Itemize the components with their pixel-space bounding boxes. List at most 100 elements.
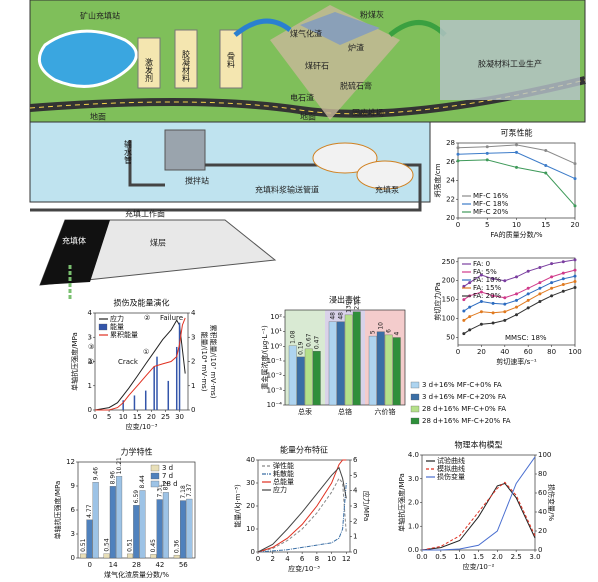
bar (116, 476, 123, 559)
data-label: 0.45 (150, 539, 157, 553)
x-tick-label: 2.0 (492, 553, 503, 561)
road-line (29, 79, 586, 115)
bar (304, 348, 313, 406)
legend-label: 3 d+16% MF-C+0% FA (422, 381, 502, 389)
y2-tick-label: 2 (353, 517, 357, 525)
y-axis-label: 单轴抗压强度/MPa (397, 473, 406, 532)
legend-label: FA: 20% (473, 292, 502, 300)
y-tick-label: 10⁻² (267, 372, 283, 380)
legend-label: FA: 15% (473, 284, 502, 292)
backfill (40, 220, 110, 285)
plot-frame (257, 459, 351, 553)
scene-label: 胶凝材料 (182, 49, 191, 83)
y-tick-label: 10⁰ (270, 342, 282, 350)
y-tick-label: 0 (71, 554, 75, 562)
legend-swatch (98, 323, 108, 331)
y-tick-label: 3 (71, 530, 75, 538)
data-label: 4 (394, 332, 401, 336)
bar (344, 314, 353, 406)
y2-tick-label: 2 (191, 358, 195, 366)
legend-label: 应力 (110, 314, 124, 323)
y-tick-label: 9 (71, 482, 75, 490)
data-label: 1.08 (290, 330, 297, 344)
data-label: 10 (378, 322, 385, 330)
y-axis-label: 重金属浓度/(μg·L⁻¹) (260, 325, 269, 390)
data-label: 48 (338, 312, 345, 320)
y2-tick-label: 40 (538, 508, 547, 516)
legend-swatch (150, 472, 160, 480)
y-tick-label: 10² (270, 313, 282, 321)
series-line (257, 477, 347, 553)
annotation: ① (143, 348, 149, 356)
bar (328, 321, 337, 406)
x-axis-label: 应变/10⁻³ (126, 422, 158, 431)
y-tick-label: 10⁻⁴ (267, 401, 283, 409)
chart-title: 力学特性 (121, 447, 153, 457)
annotation: ④ (88, 358, 94, 366)
data-label: 7.31 (156, 484, 163, 498)
data-label: 8.2 (163, 481, 170, 491)
y3-axis-label: 累积能量/(10⁷ mV·ms) (209, 324, 218, 398)
y-tick-label: 12 (66, 458, 75, 466)
chart-title: 损伤及能量演化 (114, 298, 170, 308)
factory (440, 20, 580, 100)
x-axis-label: 剪切速率/s⁻¹ (496, 357, 537, 366)
y2-tick-label: 20 (538, 527, 547, 535)
y-tick-label: 40 (246, 456, 255, 464)
bar (180, 500, 187, 559)
x-tick-label: 15 (541, 221, 550, 229)
y-tick-label: 1.0 (408, 522, 419, 530)
x-tick-label: 30 (175, 413, 184, 421)
x-tick-label: 0.5 (435, 553, 446, 561)
mixing-station (164, 129, 206, 171)
legend-label: 试验曲线 (437, 456, 465, 465)
legend-label: 总能量 (273, 477, 294, 486)
bar (352, 311, 361, 406)
bar (156, 499, 163, 559)
x-tick-label: 8 (315, 555, 319, 563)
y-tick-label: 10 (246, 525, 255, 533)
y-tick-label: 1 (88, 382, 92, 390)
x-axis-label: FA的质量分数/% (490, 230, 543, 239)
data-label: 7.37 (186, 483, 193, 497)
legend-label: 应力 (273, 485, 287, 494)
series-line (422, 456, 536, 551)
x-tick-label: 42 (155, 561, 164, 569)
scene-label: 固废堆场 (352, 108, 384, 118)
y-tick-label: 200 (442, 277, 455, 285)
silo (174, 29, 198, 89)
data-label: 6 (386, 329, 393, 333)
legend-label: 模拟曲线 (437, 464, 465, 473)
marker (456, 159, 460, 163)
legend-label: FA: 10% (473, 276, 502, 284)
x-tick-label: 40 (500, 348, 509, 356)
data-label: 9.46 (92, 467, 99, 481)
series-line (457, 144, 576, 165)
bar (173, 554, 180, 559)
annotation: Failure (160, 314, 183, 322)
x-tick-label: 100 (568, 348, 581, 356)
legend-swatch (410, 405, 420, 413)
y-axis-label: 单轴抗压强度/MPa (53, 481, 62, 540)
y2-tick-label: 100 (538, 451, 551, 459)
annotation: ③ (88, 343, 94, 351)
x-tick-label: 25 (161, 413, 170, 421)
y2-tick-label: 60 (538, 489, 547, 497)
scene-label: 煤矸石 (305, 61, 329, 71)
y-tick-label: 24 (446, 177, 455, 185)
y-tick-label: 30 (246, 479, 255, 487)
bar (103, 553, 110, 559)
x-tick-label: 10 (119, 413, 128, 421)
legend-label: 3 d+16% MF-C+20% FA (422, 393, 506, 401)
x-tick-label: 28 (132, 561, 141, 569)
scene-label: 地面 (300, 112, 316, 122)
waste-pile (270, 5, 400, 120)
series-line (457, 151, 576, 180)
data-label: 7.18 (180, 485, 187, 499)
legend-swatch (410, 381, 420, 389)
y-tick-label: 100 (442, 315, 455, 323)
x-axis-label: 煤气化渣质量分数/% (104, 570, 169, 579)
bar (186, 498, 193, 559)
scene-label: 脱硫石膏 (340, 81, 372, 91)
